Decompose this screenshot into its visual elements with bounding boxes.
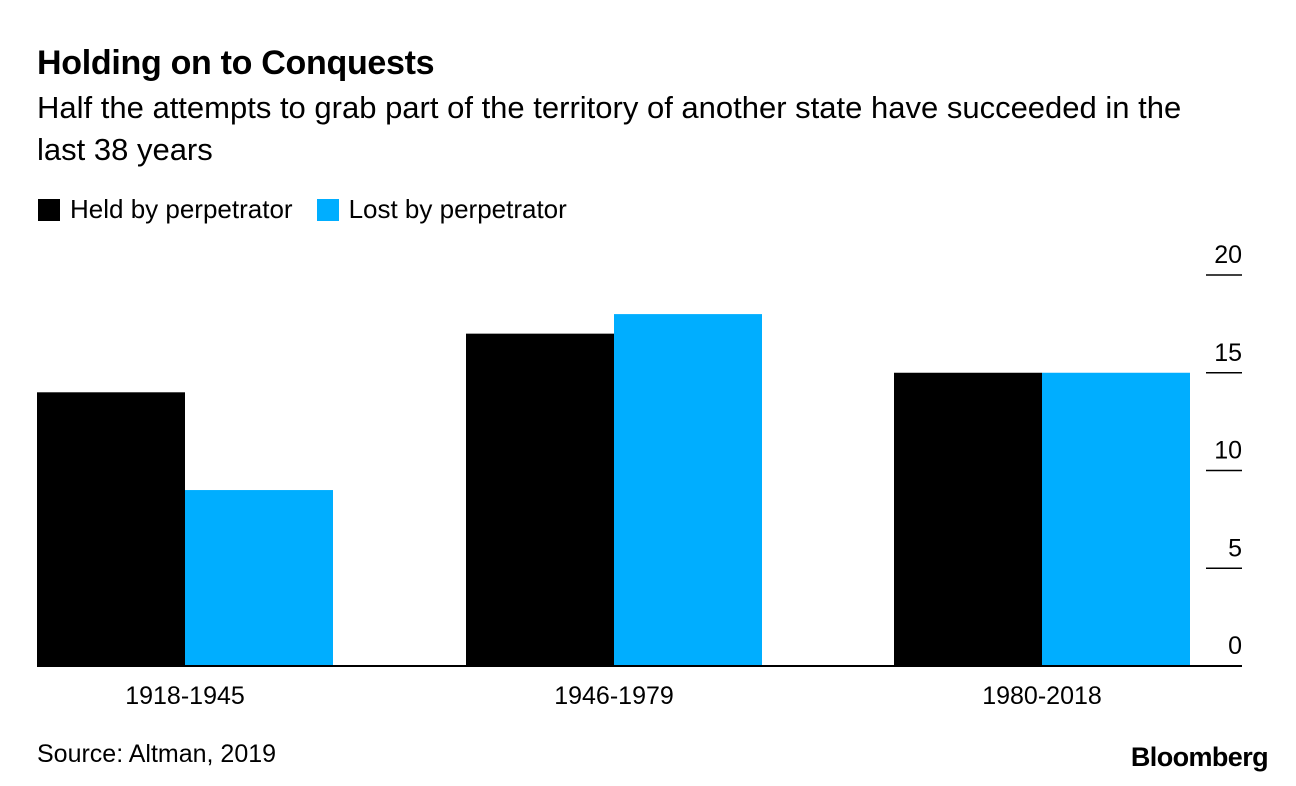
chart-title: Holding on to Conquests <box>37 44 435 82</box>
legend-label-held: Held by perpetrator <box>70 194 293 224</box>
bar-held-1918-1945 <box>37 392 185 666</box>
bar-held-1980-2018 <box>894 372 1042 666</box>
bar-lost-1946-1979 <box>614 314 762 666</box>
legend-item-held: Held by perpetrator <box>38 194 293 225</box>
chart-subtitle: Half the attempts to grab part of the te… <box>37 90 1182 167</box>
y-tick-label-15: 15 <box>1214 339 1242 367</box>
bloomberg-logo: Bloomberg <box>1130 742 1269 772</box>
x-tick-label-1946-1979: 1946-1979 <box>554 682 674 710</box>
source-note: Source: Altman, 2019 <box>37 740 277 768</box>
bar-lost-1918-1945 <box>185 490 333 666</box>
bar-held-1946-1979 <box>466 333 614 666</box>
y-tick-label-5: 5 <box>1228 534 1242 562</box>
legend-label-lost: Lost by perpetrator <box>348 194 567 224</box>
x-tick-label-1980-2018: 1980-2018 <box>982 682 1102 710</box>
legend-swatch-held <box>38 198 60 221</box>
y-tick-label-10: 10 <box>1214 437 1242 465</box>
legend-swatch-lost <box>316 198 339 221</box>
y-tick-label-20: 20 <box>1214 241 1242 269</box>
x-tick-label-1918-1945: 1918-1945 <box>125 682 245 710</box>
legend: Held by perpetrator Lost by perpetrator <box>38 194 591 225</box>
legend-item-lost: Lost by perpetrator <box>316 194 567 225</box>
bar-lost-1980-2018 <box>1042 372 1190 666</box>
y-tick-label-0: 0 <box>1228 632 1242 660</box>
